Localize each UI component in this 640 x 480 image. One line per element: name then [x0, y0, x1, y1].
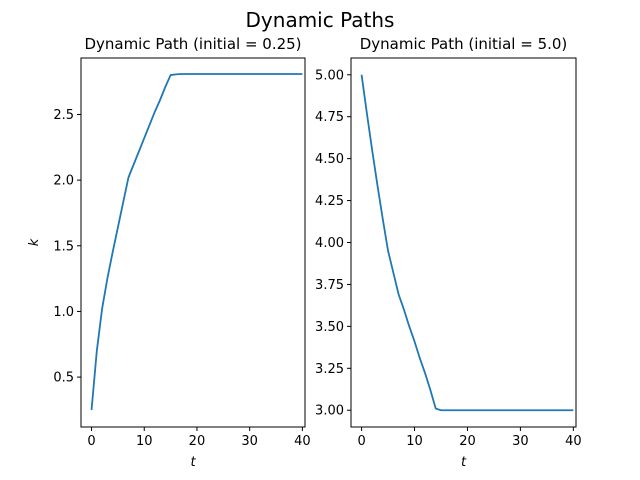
left-x-tick-label: 0 — [87, 434, 95, 449]
left-y-tick-label: 2.0 — [53, 174, 74, 189]
right-x-tick-label: 0 — [357, 434, 365, 449]
right-y-tick-label: 4.75 — [315, 110, 344, 125]
right-plot-frame — [350, 57, 577, 428]
left-y-tick-label: 0.5 — [53, 371, 74, 386]
left-y-axis-label: k — [27, 238, 42, 246]
left-x-tick-label: 30 — [241, 434, 258, 449]
left-x-axis-label: t — [190, 455, 196, 470]
right-y-tick-label: 3.00 — [315, 404, 344, 419]
left-x-tick-label: 20 — [189, 434, 206, 449]
left-y-tick-label: 1.0 — [53, 305, 74, 320]
right-x-tick-label: 20 — [459, 434, 476, 449]
right-x-tick-label: 30 — [512, 434, 529, 449]
figure-title: Dynamic Paths — [246, 8, 395, 32]
left-chart-title: Dynamic Path (initial = 0.25) — [84, 35, 301, 53]
right-chart-title: Dynamic Path (initial = 5.0) — [360, 35, 568, 53]
right-x-tick-label: 40 — [565, 434, 582, 449]
right-x-axis-label: t — [461, 455, 467, 470]
right-y-tick-label: 4.25 — [315, 194, 344, 209]
right-y-tick-label: 3.50 — [315, 320, 344, 335]
right-y-tick-label: 3.25 — [315, 362, 344, 377]
right-x-tick-label: 10 — [406, 434, 423, 449]
right-series-line-0 — [360, 74, 574, 412]
left-x-tick-label: 40 — [294, 434, 311, 449]
left-series-line-0 — [90, 73, 303, 411]
left-x-tick-label: 10 — [136, 434, 153, 449]
right-y-tick-label: 3.75 — [315, 278, 344, 293]
left-y-tick-label: 2.5 — [53, 108, 74, 123]
right-chart-panel: Dynamic Path (initial = 5.0) 0 10 20 30 40 3.0… — [315, 35, 582, 470]
right-y-tick-label: 4.50 — [315, 152, 344, 167]
left-plot-frame — [80, 57, 306, 428]
left-y-tick-label: 1.5 — [53, 239, 74, 254]
right-y-tick-label: 4.00 — [315, 236, 344, 251]
left-chart-panel: Dynamic Path (initial = 0.25) 0 10 20 30 40 0.… — [27, 35, 311, 470]
right-y-tick-label: 5.00 — [315, 68, 344, 83]
